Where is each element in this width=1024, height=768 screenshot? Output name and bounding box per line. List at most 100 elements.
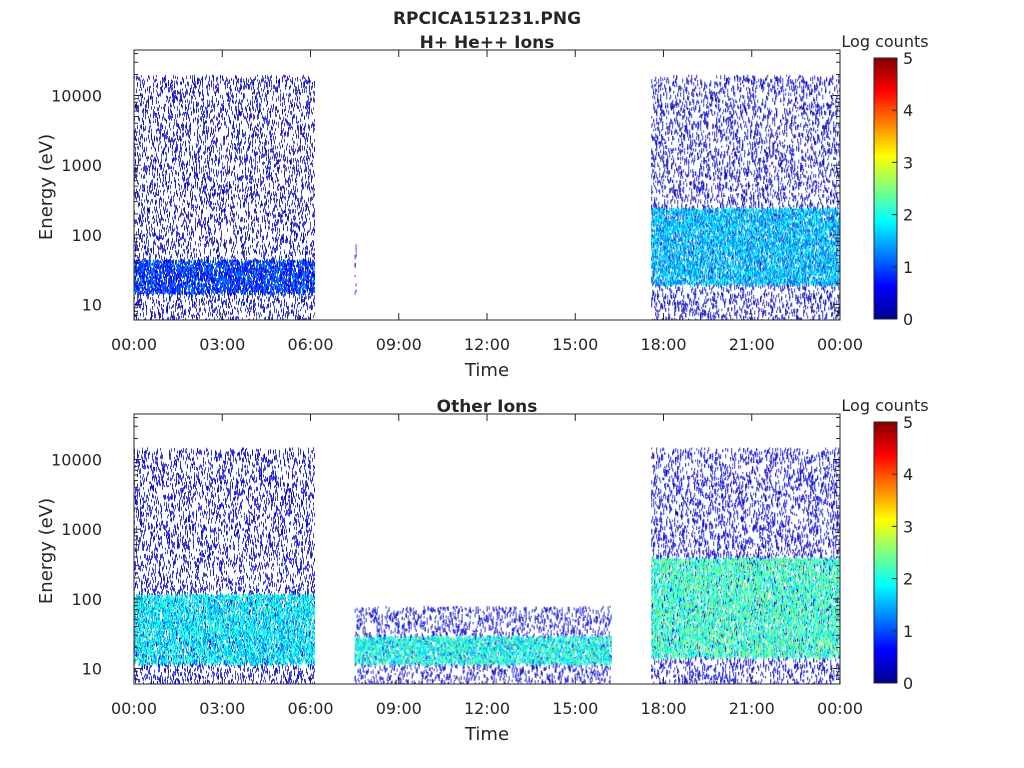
data-cell	[221, 238, 222, 242]
data-cell	[152, 155, 153, 157]
data-cell	[190, 191, 191, 195]
data-cell	[145, 258, 146, 260]
data-cell	[136, 238, 137, 243]
data-cell	[229, 96, 230, 98]
data-cell	[171, 170, 172, 173]
data-cell	[196, 211, 197, 215]
data-cell	[221, 176, 222, 180]
data-cell	[158, 252, 159, 255]
data-cell	[206, 301, 207, 304]
data-cell	[188, 133, 189, 137]
data-cell	[138, 108, 139, 113]
data-cell	[220, 192, 221, 194]
data-cell	[199, 79, 200, 82]
data-cell	[234, 127, 235, 130]
data-cell	[230, 97, 231, 101]
data-cell	[216, 84, 217, 88]
data-cell	[215, 203, 216, 205]
data-cell	[158, 112, 159, 115]
data-cell	[205, 227, 206, 230]
data-cell	[225, 202, 226, 205]
data-cell	[231, 270, 232, 273]
data-cell	[152, 315, 153, 317]
data-cell	[170, 292, 171, 295]
data-cell	[190, 155, 191, 159]
data-cell	[200, 266, 201, 269]
data-cell	[203, 262, 204, 265]
data-cell	[209, 232, 210, 236]
data-cell	[205, 269, 206, 272]
data-cell	[177, 90, 178, 95]
data-cell	[179, 292, 180, 296]
data-cell	[166, 275, 167, 278]
data-cell	[175, 76, 176, 79]
data-cell	[165, 142, 166, 147]
data-cell	[203, 152, 204, 154]
data-cell	[141, 302, 142, 305]
data-cell	[171, 311, 172, 316]
data-cell	[187, 90, 188, 95]
data-cell	[144, 278, 145, 281]
data-cell	[226, 149, 227, 153]
data-cell	[143, 176, 144, 179]
data-cell	[229, 170, 230, 173]
data-cell	[203, 205, 204, 208]
data-cell	[146, 313, 147, 315]
data-cell	[192, 294, 193, 297]
data-cell	[168, 87, 169, 91]
data-cell	[172, 92, 173, 96]
data-cell	[215, 289, 216, 292]
data-cell	[182, 144, 183, 146]
data-cell	[156, 97, 157, 99]
data-cell	[148, 277, 149, 280]
data-cell	[199, 187, 200, 191]
data-cell	[241, 282, 242, 285]
data-cell	[166, 297, 167, 301]
data-cell	[175, 262, 176, 264]
data-cell	[228, 264, 229, 267]
data-cell	[214, 283, 215, 286]
data-cell	[156, 270, 157, 274]
data-cell	[175, 309, 176, 312]
data-cell	[159, 277, 160, 279]
data-cell	[235, 234, 236, 239]
data-cell	[189, 100, 190, 104]
data-cell	[201, 116, 202, 121]
data-cell	[222, 198, 223, 202]
data-cell	[231, 140, 232, 144]
data-cell	[214, 237, 215, 239]
data-cell	[227, 265, 228, 268]
data-cell	[150, 309, 151, 313]
data-cell	[219, 253, 220, 257]
data-cell	[144, 167, 145, 171]
data-cell	[217, 299, 218, 301]
data-cell	[180, 96, 181, 100]
data-cell	[221, 173, 222, 176]
data-cell	[227, 219, 228, 224]
data-cell	[145, 319, 146, 322]
data-cell	[182, 160, 183, 164]
data-cell	[214, 115, 215, 118]
data-cell	[227, 181, 228, 183]
data-cell	[161, 146, 162, 148]
data-cell	[227, 285, 228, 289]
data-cell	[221, 108, 222, 113]
data-cell	[145, 166, 146, 170]
data-cell	[197, 118, 198, 121]
data-cell	[186, 292, 187, 295]
data-cell	[220, 75, 221, 80]
data-cell	[187, 292, 188, 295]
data-cell	[181, 124, 182, 127]
data-cell	[179, 289, 180, 292]
data-cell	[194, 109, 195, 113]
data-cell	[202, 83, 203, 88]
data-cell	[238, 117, 239, 120]
data-cell	[160, 290, 161, 294]
data-cell	[169, 306, 170, 309]
data-cell	[234, 262, 235, 266]
data-cell	[210, 285, 211, 289]
data-cell	[143, 85, 144, 87]
data-cell	[166, 308, 167, 312]
data-cell	[152, 311, 153, 314]
data-cell	[198, 291, 199, 294]
